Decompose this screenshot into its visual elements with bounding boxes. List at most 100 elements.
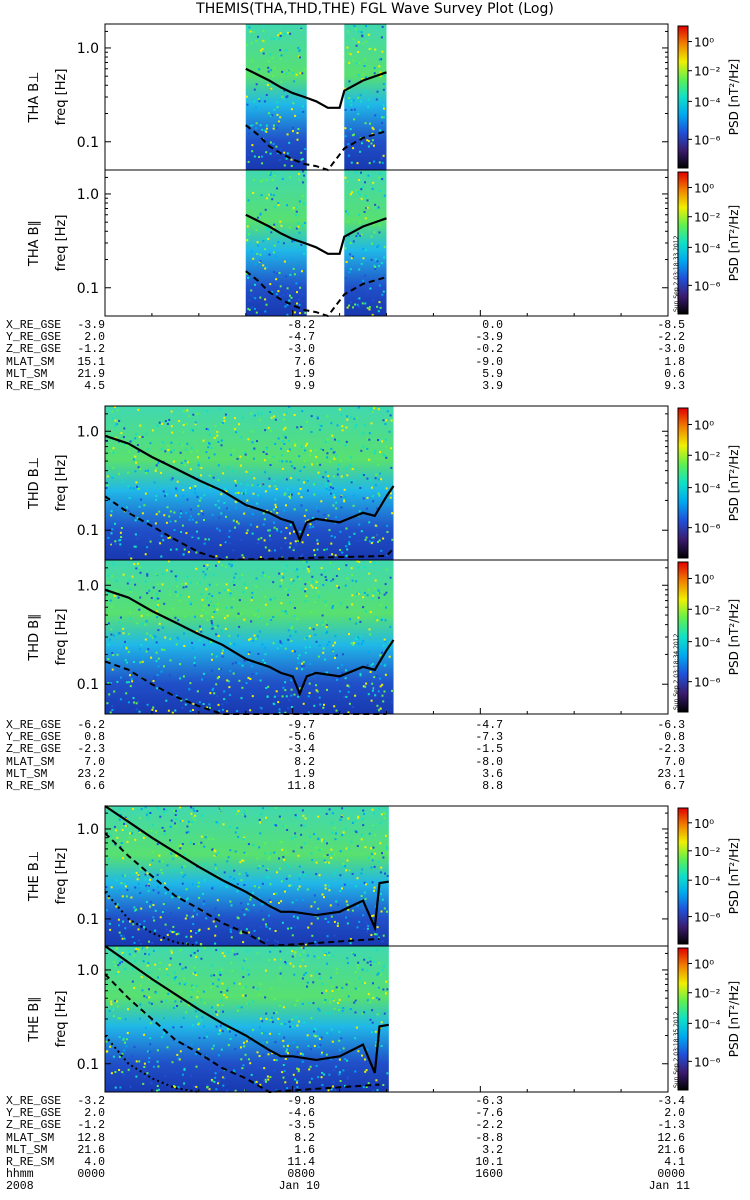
y-axis-label-freq: freq [Hz] [54, 991, 69, 1048]
solid-trace-line [104, 588, 395, 697]
colorbar-tick-label: 10⁻⁶ [694, 133, 721, 147]
colorbar-tick-label: 10⁻² [694, 65, 721, 79]
y-tick-label: 1.0 [77, 822, 99, 838]
ephemeris-row-name: X_RE_GSE [6, 319, 62, 332]
generation-timestamp: Sun Sep 2 03:18:33 2012 [673, 235, 680, 312]
ephemeris-value: -4.6 [287, 1107, 315, 1121]
ephemeris-value: -0.2 [475, 343, 503, 357]
colorbar-label: PSD [nT²/Hz] [727, 205, 741, 281]
ephemeris-row-name: Y_RE_GSE [6, 731, 62, 745]
ephemeris-value: 12.8 [77, 1131, 105, 1145]
spectrogram-texture [106, 560, 393, 714]
ephemeris-value: 8.8 [482, 780, 503, 793]
colorbar-tick-label: 10⁰ [694, 36, 714, 50]
ephemeris-value: 2.0 [84, 331, 105, 345]
colorbar-tick-label: 10⁻⁴ [694, 1017, 721, 1031]
ephemeris-value: -7.3 [475, 731, 503, 745]
ephemeris-row-name: MLAT_SM [6, 755, 55, 769]
ephemeris-value: -3.2 [77, 1095, 105, 1108]
ephemeris-value: 0000 [77, 1168, 105, 1182]
colorbar-tick-label: 10⁻⁶ [694, 911, 721, 925]
colorbar-label: PSD [nT²/Hz] [727, 59, 741, 135]
ephemeris-value: 1.9 [294, 367, 315, 381]
y-tick-label: 1.0 [77, 963, 99, 979]
plot-title: THEMIS(THA,THD,THE) FGL Wave Survey Plot… [196, 1, 554, 17]
y-tick-label: 0.1 [77, 281, 99, 297]
ephemeris-value: -8.5 [657, 319, 685, 332]
ephemeris-value: 3.2 [482, 1143, 503, 1157]
solid-trace-line [104, 434, 395, 543]
spectrogram-block [344, 24, 387, 170]
ephemeris-value: -2.2 [657, 331, 685, 345]
panel-thd-par: 1.0 0.1 THD B∥ freq [Hz] 10⁰ 10⁻² 10⁻⁴ 10⁻⁶ PSD … [27, 559, 741, 715]
y-axis-label-probe: THE B∥ [27, 996, 42, 1042]
ephemeris-row-name: R_RE_SM [6, 380, 55, 393]
colorbar-label: PSD [nT²/Hz] [727, 981, 741, 1057]
spectrogram-block [105, 560, 394, 714]
ephemeris-value: -9.8 [287, 1095, 315, 1108]
colorbar [677, 171, 689, 315]
ephemeris-value: -1.5 [475, 743, 503, 757]
y-axis-label-freq: freq [Hz] [54, 609, 69, 666]
ephemeris-row-name: Z_RE_GSE [6, 343, 62, 357]
ephemeris-row-name: Z_RE_GSE [6, 743, 62, 757]
ephemeris-value: 0.6 [664, 367, 685, 381]
ephemeris-value: -7.6 [475, 1107, 503, 1121]
ephemeris-value: 11.8 [287, 780, 315, 793]
colorbar-tick-label: 10⁻² [694, 987, 721, 1001]
dotted-trace-line [104, 891, 199, 947]
colorbar-label: PSD [nT²/Hz] [727, 838, 741, 914]
dashed-trace-line [104, 495, 395, 562]
ephemeris-value: -3.0 [657, 343, 685, 357]
spectrogram-texture [105, 406, 394, 560]
ephemeris-value: 3.9 [482, 380, 503, 393]
y-axis-label-probe: THE B⊥ [27, 851, 42, 902]
ephemeris-row-name: MLAT_SM [6, 355, 55, 369]
ephemeris-value: 21.6 [77, 1143, 105, 1157]
ephemeris-value: -3.0 [287, 343, 315, 357]
ephemeris-row-name: MLT_SM [6, 1143, 48, 1157]
dashed-trace-line [245, 124, 387, 172]
colorbar-tick-label: 10⁰ [694, 182, 714, 196]
ephemeris-row-name: R_RE_SM [6, 780, 55, 793]
ephemeris-value: -3.4 [287, 743, 315, 757]
ephemeris-value: -6.3 [657, 719, 685, 732]
solid-trace-line [104, 945, 389, 1074]
generation-timestamp: Sun Sep 2 03:18:35 2012 [673, 1011, 680, 1088]
ephemeris-value: 1.9 [294, 767, 315, 781]
ephemeris-value: 15.1 [77, 355, 105, 369]
ephemeris-value: -3.4 [657, 1095, 685, 1108]
dashed-trace-line [104, 973, 380, 1094]
ephemeris-row-name: MLAT_SM [6, 1131, 55, 1145]
ephemeris-value: 8.2 [294, 755, 315, 769]
colorbar-tick-label: 10⁻⁶ [694, 279, 721, 293]
ephemeris-value: -1.2 [77, 1119, 105, 1133]
colorbar-tick-label: 10⁻² [694, 845, 721, 859]
ephemeris-value: -8.2 [287, 319, 315, 332]
y-axis-label-probe: THA B⊥ [27, 72, 42, 124]
y-axis-label-freq: freq [Hz] [54, 215, 69, 272]
ephemeris-value: 9.9 [294, 380, 315, 393]
ephemeris-row-name: MLT_SM [6, 767, 48, 781]
colorbar-tick-label: 10⁻⁴ [694, 95, 721, 109]
ephemeris-value: 7.6 [294, 355, 315, 369]
ephemeris-value: 6.6 [84, 780, 105, 793]
spectrogram-texture [105, 946, 389, 1092]
ephemeris-value: 8.2 [294, 1131, 315, 1145]
ephemeris-value: 2.0 [84, 1107, 105, 1121]
solid-trace-line [104, 805, 389, 932]
ephemeris-row-name: Y_RE_GSE [6, 331, 62, 345]
ephemeris-row-name: hhmm [6, 1168, 34, 1182]
spectrogram-block [105, 406, 394, 560]
ephemeris-value: -2.3 [77, 743, 105, 757]
colorbar-tick-label: 10⁰ [694, 418, 714, 432]
panel-thd-perp: 1.0 0.1 THD B⊥ freq [Hz] 10⁰ 10⁻² 10⁻⁴ 10⁻⁶ PSD … [27, 405, 741, 562]
ephemeris-value: 1600 [475, 1168, 503, 1182]
ephemeris-value: 21.9 [77, 367, 105, 381]
ephemeris-row-name: Y_RE_GSE [6, 1107, 62, 1121]
y-axis-label-probe: THD B⊥ [27, 457, 42, 510]
colorbar-tick-label: 10⁻⁴ [694, 482, 721, 496]
y-tick-label: 0.1 [77, 523, 99, 539]
panel-the-perp: 1.0 0.1 THE B⊥ freq [Hz] 10⁰ 10⁻² 10⁻⁴ 10⁻⁶ PSD … [27, 805, 741, 948]
ephemeris-value: 6.7 [664, 780, 685, 793]
